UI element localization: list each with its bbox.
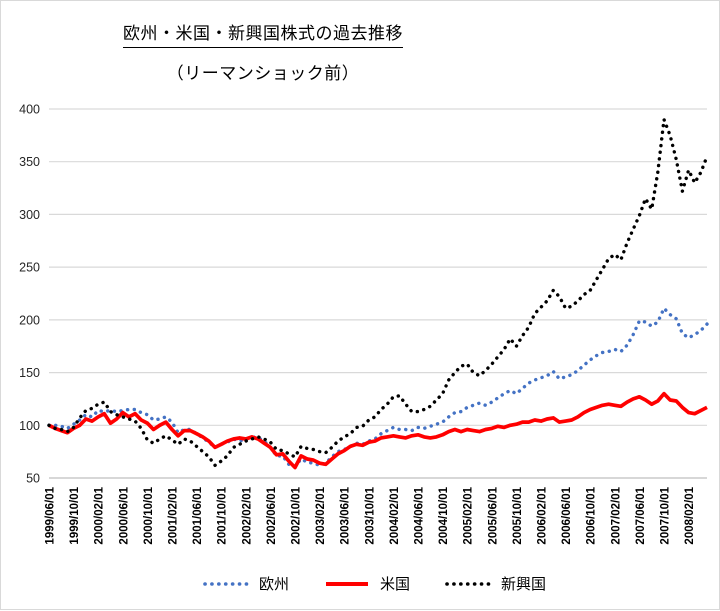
- svg-text:2003/10/01: 2003/10/01: [364, 486, 376, 544]
- svg-text:2003/06/01: 2003/06/01: [340, 486, 352, 544]
- svg-text:50: 50: [26, 472, 40, 486]
- legend-label-emerging: 新興国: [501, 576, 547, 593]
- svg-text:2007/02/01: 2007/02/01: [610, 486, 622, 544]
- svg-text:2007/06/01: 2007/06/01: [635, 486, 647, 544]
- svg-text:2001/02/01: 2001/02/01: [168, 486, 180, 544]
- chart-title-block: 欧州・米国・新興国株式の過去推移 （リーマンショック前）: [1, 19, 525, 84]
- legend-item-us: 米国: [323, 573, 410, 594]
- svg-text:250: 250: [19, 261, 40, 275]
- chart-title-text: 欧州・米国・新興国株式の過去推移: [123, 19, 403, 48]
- svg-text:2002/06/01: 2002/06/01: [266, 486, 278, 544]
- us-solid-line-icon: [325, 581, 368, 586]
- svg-text:2006/02/01: 2006/02/01: [537, 486, 549, 544]
- legend-label-us: 米国: [379, 576, 410, 593]
- legend-label-europe: 欧州: [258, 576, 289, 593]
- svg-text:2002/02/01: 2002/02/01: [241, 486, 253, 544]
- legend-item-emerging: 新興国: [444, 573, 546, 594]
- svg-text:2007/10/01: 2007/10/01: [660, 486, 672, 544]
- svg-text:2000/02/01: 2000/02/01: [94, 486, 106, 544]
- svg-text:400: 400: [19, 103, 40, 117]
- svg-text:2005/02/01: 2005/02/01: [463, 486, 475, 544]
- svg-text:2005/06/01: 2005/06/01: [487, 486, 499, 544]
- svg-text:1999/06/01: 1999/06/01: [45, 486, 57, 544]
- chart-title: 欧州・米国・新興国株式の過去推移: [1, 19, 525, 48]
- svg-text:150: 150: [19, 366, 40, 380]
- svg-text:2002/10/01: 2002/10/01: [291, 486, 303, 544]
- svg-text:2006/10/01: 2006/10/01: [586, 486, 598, 544]
- emerging-dotted-line-icon: [445, 581, 491, 586]
- svg-text:200: 200: [19, 313, 40, 327]
- svg-text:2004/10/01: 2004/10/01: [438, 486, 450, 544]
- svg-text:2001/06/01: 2001/06/01: [192, 486, 204, 544]
- chart-subtitle: （リーマンショック前）: [166, 64, 360, 83]
- svg-text:1999/10/01: 1999/10/01: [69, 486, 81, 544]
- europe-dotted-line-icon: [203, 581, 249, 586]
- svg-text:2003/02/01: 2003/02/01: [315, 486, 327, 544]
- svg-text:100: 100: [19, 419, 40, 433]
- legend: 欧州 米国 新興国: [1, 573, 720, 594]
- svg-text:2004/02/01: 2004/02/01: [389, 486, 401, 544]
- svg-text:2005/10/01: 2005/10/01: [512, 486, 524, 544]
- svg-text:300: 300: [19, 208, 40, 222]
- svg-text:2006/06/01: 2006/06/01: [561, 486, 573, 544]
- svg-text:2008/02/01: 2008/02/01: [684, 486, 696, 544]
- svg-text:2000/10/01: 2000/10/01: [143, 486, 155, 544]
- svg-text:2000/06/01: 2000/06/01: [118, 486, 130, 544]
- svg-text:350: 350: [19, 155, 40, 169]
- svg-text:2001/10/01: 2001/10/01: [217, 486, 229, 544]
- legend-item-europe: 欧州: [202, 573, 289, 594]
- svg-text:2004/06/01: 2004/06/01: [414, 486, 426, 544]
